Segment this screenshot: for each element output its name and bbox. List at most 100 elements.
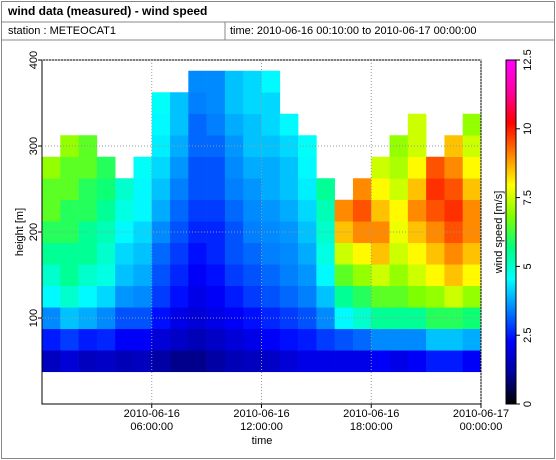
cell — [389, 328, 409, 351]
cell — [279, 113, 299, 136]
cell — [279, 221, 299, 244]
cell — [298, 285, 317, 308]
colorbar-tick-label: 10 — [522, 123, 534, 135]
cell — [170, 113, 189, 136]
cell — [371, 178, 390, 201]
cell — [243, 113, 262, 136]
cell — [42, 285, 61, 308]
cell — [42, 264, 61, 287]
cell — [279, 264, 299, 287]
cell — [371, 242, 390, 265]
cell — [243, 178, 262, 201]
cell — [352, 307, 372, 330]
cell — [352, 350, 372, 373]
cell — [188, 307, 207, 330]
cell — [261, 199, 281, 222]
cell — [206, 264, 226, 287]
cell — [96, 178, 116, 201]
cell — [298, 199, 317, 222]
y-tick-label: 100 — [28, 309, 40, 327]
x-tick-label: 2010-06-17 00:00:00 — [452, 408, 510, 433]
cell — [261, 242, 281, 265]
cell — [389, 307, 409, 330]
cell — [60, 264, 79, 287]
cell — [133, 156, 153, 179]
cell — [462, 242, 482, 265]
cell — [243, 350, 262, 373]
cell — [151, 285, 171, 308]
cell — [279, 350, 299, 373]
cell — [60, 178, 79, 201]
cell — [133, 264, 153, 287]
cell — [60, 242, 79, 265]
cell — [352, 328, 372, 351]
cell — [170, 328, 189, 351]
cell — [188, 221, 207, 244]
cell — [352, 178, 372, 201]
cell — [60, 350, 79, 373]
colorbar-tick-label: 2.5 — [522, 328, 534, 343]
cell — [407, 242, 427, 265]
y-tick-label: 400 — [28, 51, 40, 69]
cell — [206, 350, 226, 373]
cell — [151, 199, 171, 222]
cell — [115, 199, 134, 222]
colorbar-tick-label: 7.5 — [522, 190, 534, 205]
colorbar — [505, 59, 517, 405]
cell — [170, 135, 189, 158]
cell — [115, 242, 134, 265]
cell — [188, 264, 207, 287]
cell — [371, 307, 390, 330]
cell — [243, 156, 262, 179]
cell — [371, 350, 390, 373]
cell — [316, 264, 335, 287]
cell — [426, 242, 445, 265]
cell — [389, 242, 409, 265]
cell — [96, 221, 116, 244]
cell — [462, 221, 482, 244]
cell — [96, 328, 116, 351]
y-axis-label: height [m] — [14, 208, 26, 256]
cell — [42, 178, 61, 201]
cell — [206, 307, 226, 330]
cell — [243, 199, 262, 222]
cell — [316, 199, 335, 222]
cell — [334, 242, 354, 265]
cell — [188, 178, 207, 201]
cell — [78, 156, 98, 179]
cell — [133, 178, 153, 201]
cell — [133, 328, 153, 351]
cell — [133, 285, 153, 308]
cell — [444, 285, 464, 308]
cell — [224, 113, 244, 136]
cell — [261, 92, 281, 115]
cell — [170, 242, 189, 265]
cell — [407, 113, 427, 136]
cell — [60, 285, 79, 308]
cell — [243, 285, 262, 308]
cell — [371, 221, 390, 244]
cell — [371, 328, 390, 351]
cell — [206, 92, 226, 115]
cell — [316, 178, 335, 201]
cell — [462, 113, 482, 136]
cell — [298, 328, 317, 351]
cell — [389, 285, 409, 308]
cell — [279, 242, 299, 265]
cell — [188, 328, 207, 351]
cell — [261, 285, 281, 308]
cell — [298, 178, 317, 201]
cell — [170, 221, 189, 244]
cell — [316, 350, 335, 373]
cell — [334, 307, 354, 330]
cell — [78, 242, 98, 265]
cell — [444, 264, 464, 287]
cell — [407, 285, 427, 308]
cell — [42, 350, 61, 373]
cell — [389, 178, 409, 201]
cell — [407, 264, 427, 287]
cell — [60, 199, 79, 222]
cell — [96, 285, 116, 308]
cell — [115, 221, 134, 244]
cell — [224, 285, 244, 308]
